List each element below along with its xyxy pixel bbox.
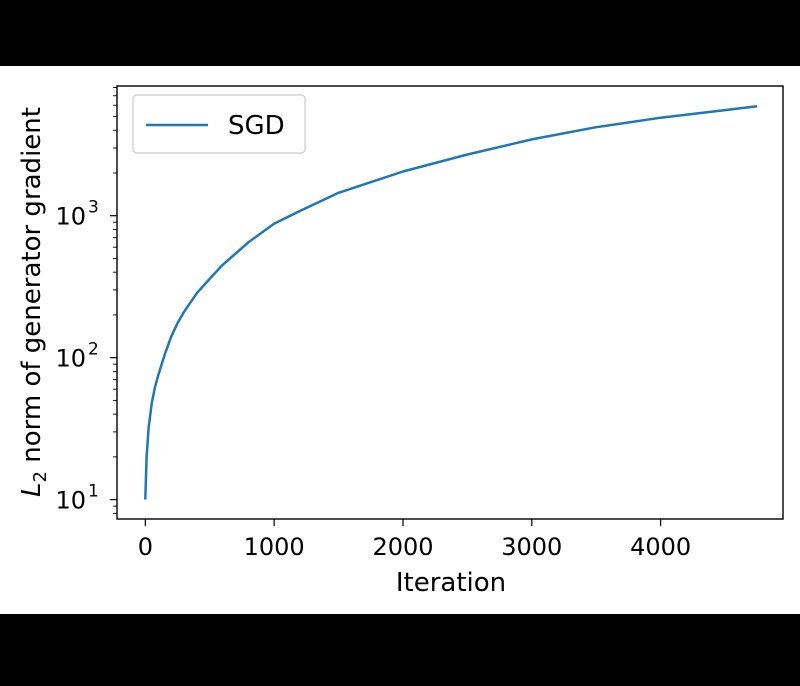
x-tick-label: 2000 (372, 533, 433, 561)
x-tick-label: 0 (138, 533, 153, 561)
y-tick-label-exponent: 2 (88, 340, 99, 360)
bottom-black-band (0, 614, 800, 686)
x-tick-label: 3000 (501, 533, 562, 561)
x-axis: 0 1000 2000 3000 4000 (138, 519, 691, 561)
y-axis-label-text: norm of generator gradient (17, 107, 47, 471)
y-axis-label-symbol: L (17, 482, 47, 497)
series-layer (144, 105, 758, 500)
x-axis-label: Iteration (396, 568, 506, 598)
y-axis-label-subscript: 2 (30, 471, 51, 482)
y-tick-label: 10 (55, 203, 86, 231)
axes-frame (116, 85, 784, 520)
y-tick-label-exponent: 3 (88, 198, 99, 218)
y-tick-label-exponent: 1 (88, 482, 99, 502)
series-line-sgd (144, 105, 758, 500)
y-tick-label: 10 (55, 345, 86, 373)
top-black-band (0, 0, 800, 66)
y-tick-label: 10 (55, 487, 86, 515)
x-tick-label: 1000 (244, 533, 305, 561)
y-axis-label: L2 norm of generator gradient (17, 107, 51, 497)
legend: SGD (132, 94, 306, 154)
x-tick-label: 4000 (630, 533, 691, 561)
chart-canvas (0, 66, 800, 614)
legend-box (132, 94, 306, 154)
legend-label-sgd: SGD (228, 111, 285, 141)
